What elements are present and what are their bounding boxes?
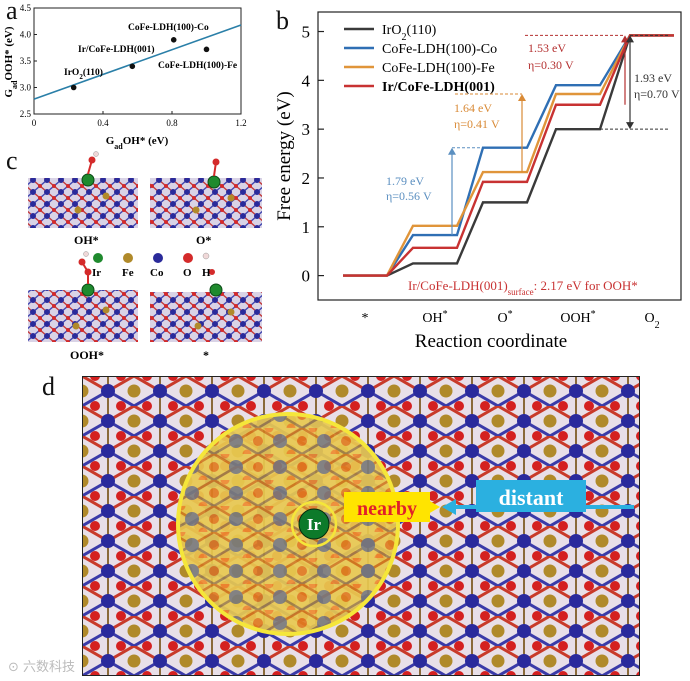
step-arrowhead [626,35,634,43]
legend-label: CoFe-LDH(100)-Co [382,42,497,57]
panel-c-structures: OH* O* OOH* * Ir Fe Co O H [28,151,262,362]
energy-series-line [343,34,674,277]
energy-series-line [343,34,674,277]
panel-b-energy-diagram: 0 1 2 3 4 5 * OH* O* OOH* O2 Free energy (eV) Rea… [274,11,682,352]
panel-a-scatter-chart: 2.5 3.0 3.5 4.0 4.5 0 0.4 0.8 1.2 GadOH* (eV) G… [3,3,247,150]
structure-o [150,158,262,228]
ir-atom [298,508,330,540]
watermark-icon: ⊙ [8,660,19,675]
structure-label-oh: OH* [74,233,99,247]
scatter-point [70,84,77,91]
panel-b-xlabel: Reaction coordinate [415,331,567,352]
panel-b-plot-frame [317,11,682,301]
nearby-arrow [428,500,440,514]
distant-arrowhead [442,499,456,515]
distant-label: distant [499,485,564,510]
b-ytick-label: 1 [302,218,311,237]
legend-label: Ir/CoFe-LDH(001) [382,80,495,95]
b-ytick-label: 5 [302,23,311,42]
panel-a-ylabel: GadOOH* (eV) [3,26,19,97]
b-xtick-label: O2 [644,311,659,331]
scatter-point [129,63,136,70]
structure-ooh [28,251,138,342]
annotation-ir-eta: η=0.30 V [528,58,574,72]
step-arrowhead [448,147,456,155]
scatter-point [170,37,177,43]
point-label-cofe-co: CoFe-LDH(100)-Co [128,22,209,33]
a-ytick-label: 3.0 [20,83,32,93]
energy-series-line [343,34,674,277]
legend-label: IrO2(110) [382,23,437,43]
a-xtick-label: 1.2 [235,118,246,128]
watermark: ⊙ 六数科技 [8,660,76,675]
step-arrowhead [518,94,526,102]
nearby-label: nearby [357,498,417,520]
structure-label-ooh: OOH* [70,348,104,362]
structure-oh [28,151,138,228]
a-xtick-label: 0.4 [97,118,109,128]
panel-a-xlabel: GadOH* (eV) [106,135,169,150]
b-ytick-label: 3 [302,120,311,139]
panel-b-footnote: Ir/CoFe-LDH(001)surface: 2.17 eV for OOH… [408,278,638,297]
annotation-co-energy: 1.79 eV [386,174,424,188]
a-ytick-label: 3.5 [20,56,32,66]
panel-label-b: b [276,6,289,35]
panel-label-d: d [42,372,55,401]
annotation-co-eta: η=0.56 V [386,189,432,203]
legend: IrO2(110)CoFe-LDH(100)-Co CoFe-LDH(100)-F… [344,23,497,95]
legend-fe: Fe [122,267,134,279]
legend-h: H [202,267,211,279]
element-legend: Ir Fe Co O H [92,252,211,279]
ir-label: Ir [307,515,322,534]
panel-label-c: c [6,146,18,175]
b-ytick-label: 0 [302,267,311,286]
b-xtick-label: O* [497,309,512,327]
inner-circle [290,500,338,548]
a-ytick-label: 4.0 [20,30,32,40]
nearby-circle [176,412,400,636]
energy-series-line [343,34,674,277]
annotation-fe-eta: η=0.41 V [454,117,500,131]
annotation-fe-energy: 1.64 eV [454,101,492,115]
structure-bare [150,269,262,342]
fit-line [33,24,242,100]
nearby-region [178,414,398,634]
b-ytick-label: 2 [302,169,311,188]
distant-box [476,480,586,512]
b-xtick-label: OH* [422,309,447,327]
step-arrowhead [626,122,634,130]
scatter-point [203,46,210,53]
b-xtick-label: * [362,311,369,326]
panel-d-lattice-image: Ir nearby distant [82,376,640,676]
annotation-iro2-eta: η=0.70 V [634,87,680,101]
legend-label: CoFe-LDH(100)-Fe [382,61,495,76]
a-ytick-label: 4.5 [20,3,32,13]
panel-b-ylabel: Free energy (eV) [274,91,295,220]
panel-label-a: a [6,0,18,25]
structure-label-bare: * [203,348,209,362]
point-label-ir-cofe: Ir/CoFe-LDH(001) [78,44,155,55]
point-label-iro2: IrO2(110) [64,67,103,81]
nearby-box [344,492,430,522]
annotation-iro2-energy: 1.93 eV [634,71,672,85]
legend-co: Co [150,267,164,279]
legend-o: O [183,267,192,279]
b-ytick-label: 4 [302,71,311,90]
annotation-ir-energy: 1.53 eV [528,41,566,55]
legend-ir: Ir [92,267,101,279]
a-ytick-label: 2.5 [20,109,32,119]
structure-label-o: O* [196,233,211,247]
b-xtick-label: OOH* [560,309,595,327]
point-label-cofe-fe: CoFe-LDH(100)-Fe [158,60,237,71]
a-xtick-label: 0 [32,118,37,128]
a-xtick-label: 0.8 [166,118,178,128]
